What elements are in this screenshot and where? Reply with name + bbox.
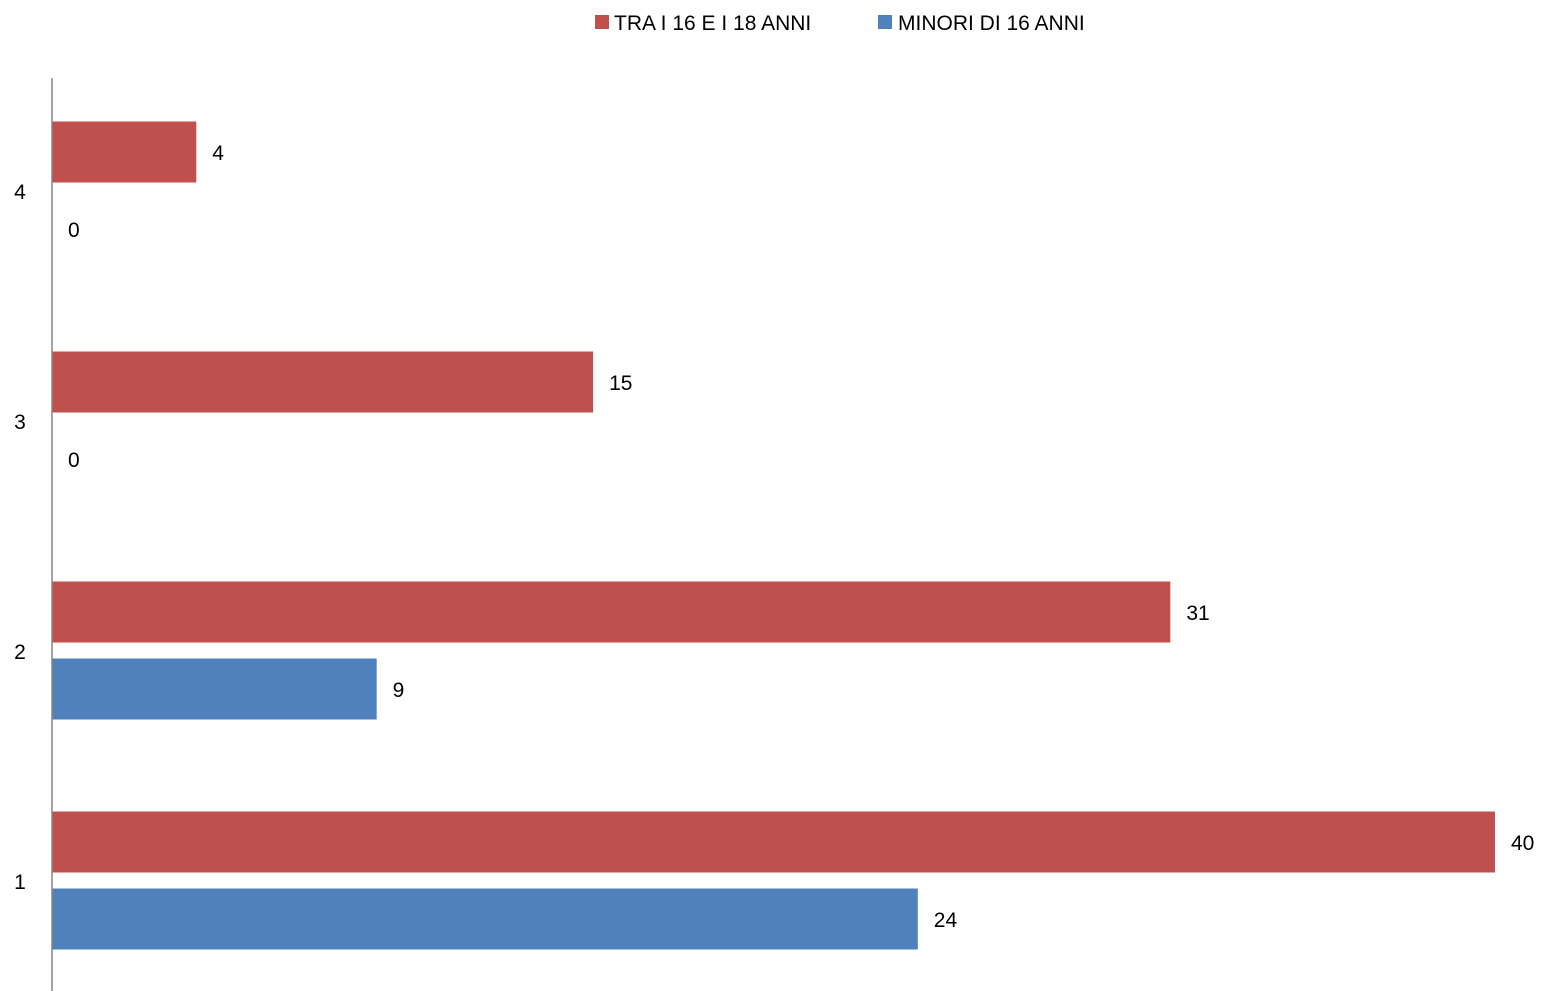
data-label-series1-cat-2: 31 [1186, 602, 1209, 625]
legend-label-series2: MINORI DI 16 ANNI [898, 12, 1085, 35]
plot-area: 1 2 3 4 40 31 15 4 24 9 0 0 [14, 121, 1534, 950]
y-tick-label-2: 2 [14, 641, 26, 664]
bar-series1-cat-2 [52, 581, 1171, 643]
data-label-series2-cat-1: 24 [934, 909, 958, 932]
data-label-series2-cat-2: 9 [393, 679, 405, 702]
y-tick-label-3: 3 [14, 411, 26, 434]
y-tick-label-4: 4 [14, 181, 26, 204]
bar-series1-cat-3 [52, 351, 594, 413]
bar-series1-cat-4 [52, 121, 197, 183]
legend-swatch-series1 [595, 15, 609, 29]
bar-series2-cat-2 [52, 658, 377, 720]
data-label-series2-cat-3: 0 [68, 449, 80, 472]
data-label-series1-cat-4: 4 [212, 142, 224, 165]
bar-series2-cat-1 [52, 888, 918, 950]
bar-series1-cat-1 [52, 811, 1495, 873]
legend-label-series1: TRA I 16 E I 18 ANNI [614, 12, 811, 35]
legend: TRA I 16 E I 18 ANNI MINORI DI 16 ANNI [595, 12, 1085, 35]
legend-swatch-series2 [878, 15, 892, 29]
data-label-series1-cat-1: 40 [1511, 832, 1534, 855]
y-tick-label-1: 1 [14, 871, 26, 894]
data-label-series2-cat-4: 0 [68, 219, 80, 242]
data-label-series1-cat-3: 15 [609, 372, 632, 395]
